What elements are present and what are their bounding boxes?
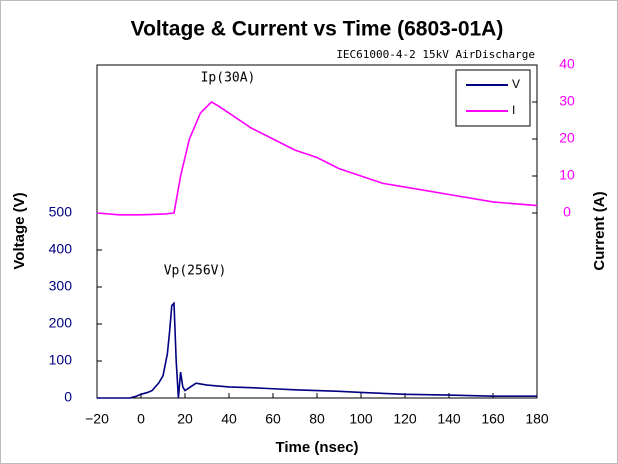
x-tick-label: 0 (137, 411, 145, 427)
y2-tick-label: 30 (559, 93, 575, 109)
x-tick-label: 140 (437, 411, 461, 427)
series-line (96, 101, 538, 216)
chart-subtitle: IEC61000-4-2 15kV AirDischarge (336, 48, 535, 61)
y2-tick-label: 40 (559, 56, 575, 72)
legend-label: V (512, 77, 520, 91)
y-tick-label: 100 (49, 352, 73, 368)
y-tick-label: 500 (49, 204, 73, 220)
x-tick-label: 80 (309, 411, 325, 427)
y2-tick-label: 10 (559, 167, 575, 183)
y2-axis-label: Current (A) (591, 191, 608, 270)
y-tick-label: 400 (49, 241, 73, 257)
annotation: Ip(30A) (201, 71, 256, 86)
legend-box (455, 69, 531, 127)
y2-tick-label: 0 (563, 204, 571, 220)
legend-label: I (512, 103, 515, 117)
y-axis-label: Voltage (V) (11, 192, 28, 269)
y2-tick-label: 20 (559, 130, 575, 146)
chart-title: Voltage & Current vs Time (6803-01A) (131, 18, 504, 41)
x-tick-label: 100 (349, 411, 373, 427)
x-axis-label: Time (nsec) (275, 439, 358, 456)
x-tick-label: −20 (85, 411, 109, 427)
x-tick-label: 60 (265, 411, 281, 427)
x-tick-label: 20 (177, 411, 193, 427)
y-tick-label: 300 (49, 278, 73, 294)
y-tick-label: 0 (64, 389, 72, 405)
x-tick-label: 40 (221, 411, 237, 427)
series-line (97, 301, 537, 399)
annotation: Vp(256V) (164, 264, 227, 279)
x-tick-label: 160 (481, 411, 505, 427)
y-tick-label: 200 (49, 315, 73, 331)
x-tick-label: 180 (525, 411, 549, 427)
x-tick-label: 120 (393, 411, 417, 427)
